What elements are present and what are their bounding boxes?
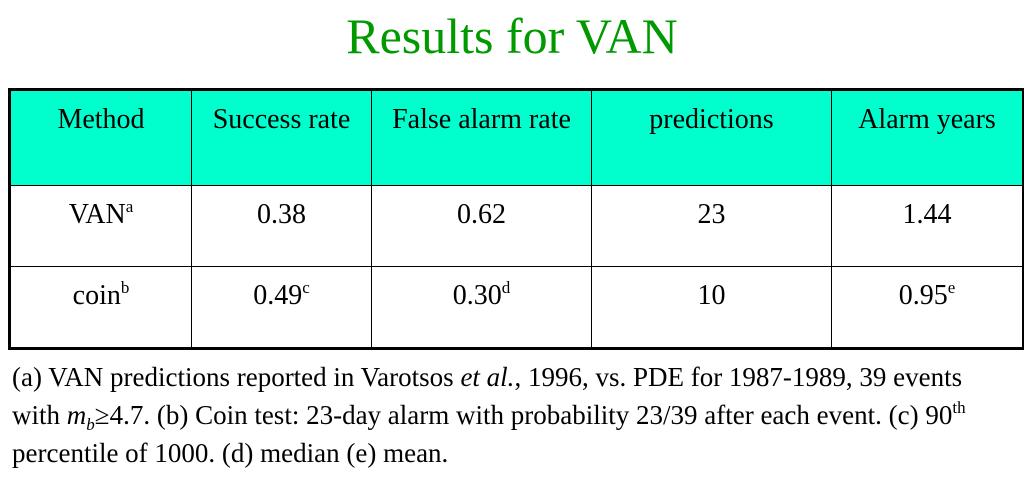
footnote-italic: et al.	[460, 362, 515, 392]
footnote-text: percentile of 1000. (d) median (e) mean.	[12, 438, 449, 468]
footnote-superscript: th	[952, 398, 966, 417]
results-table: Method Success rate False alarm rate pre…	[8, 88, 1024, 350]
footnote-text: ≥4.7. (b) Coin test: 23-day alarm with p…	[94, 400, 953, 430]
note-mark: d	[501, 278, 511, 297]
row: VANa 0.38 0.62 23 1.44	[9, 185, 1024, 267]
header-cell: Method	[9, 89, 192, 186]
header-cell: Alarm years	[831, 89, 1024, 186]
header-cell: Success rate	[191, 89, 372, 186]
cell: coinb	[9, 266, 192, 349]
footnote-text: , 1996, vs. PDE for 1987-1989, 39 events…	[12, 362, 963, 430]
cell-text: coin	[72, 280, 121, 311]
cell: 1.44	[831, 185, 1024, 267]
cell: 0.95e	[831, 266, 1024, 349]
header-row: Method Success rate False alarm rate pre…	[9, 89, 1024, 186]
cell: 0.62	[371, 185, 592, 267]
cell: 0.30d	[371, 266, 592, 349]
header-cell: predictions	[591, 89, 832, 186]
cell: 0.38	[191, 185, 372, 267]
footnote-symbol: m	[66, 400, 87, 430]
cell-text: VAN	[68, 199, 126, 230]
footnote: (a) VAN predictions reported in Varotsos…	[12, 358, 997, 472]
note-mark: b	[120, 278, 130, 297]
cell: 23	[591, 185, 832, 267]
cell-text: 0.49	[253, 280, 303, 311]
header-cell: False alarm rate	[371, 89, 592, 186]
cell: 10	[591, 266, 832, 349]
footnote-text: (a) VAN predictions reported in Varotsos	[12, 362, 461, 392]
cell: VANa	[9, 185, 192, 267]
note-mark: e	[947, 278, 956, 297]
footnote-subscript: b	[86, 415, 95, 434]
note-mark: a	[125, 197, 134, 216]
note-mark: c	[302, 278, 310, 297]
cell-text: 0.95	[898, 280, 948, 311]
cell: 0.49c	[191, 266, 372, 349]
title: Results for VAN	[346, 8, 678, 64]
cell-text: 0.30	[452, 280, 502, 311]
row: coinb 0.49c 0.30d 10 0.95e	[9, 266, 1024, 349]
